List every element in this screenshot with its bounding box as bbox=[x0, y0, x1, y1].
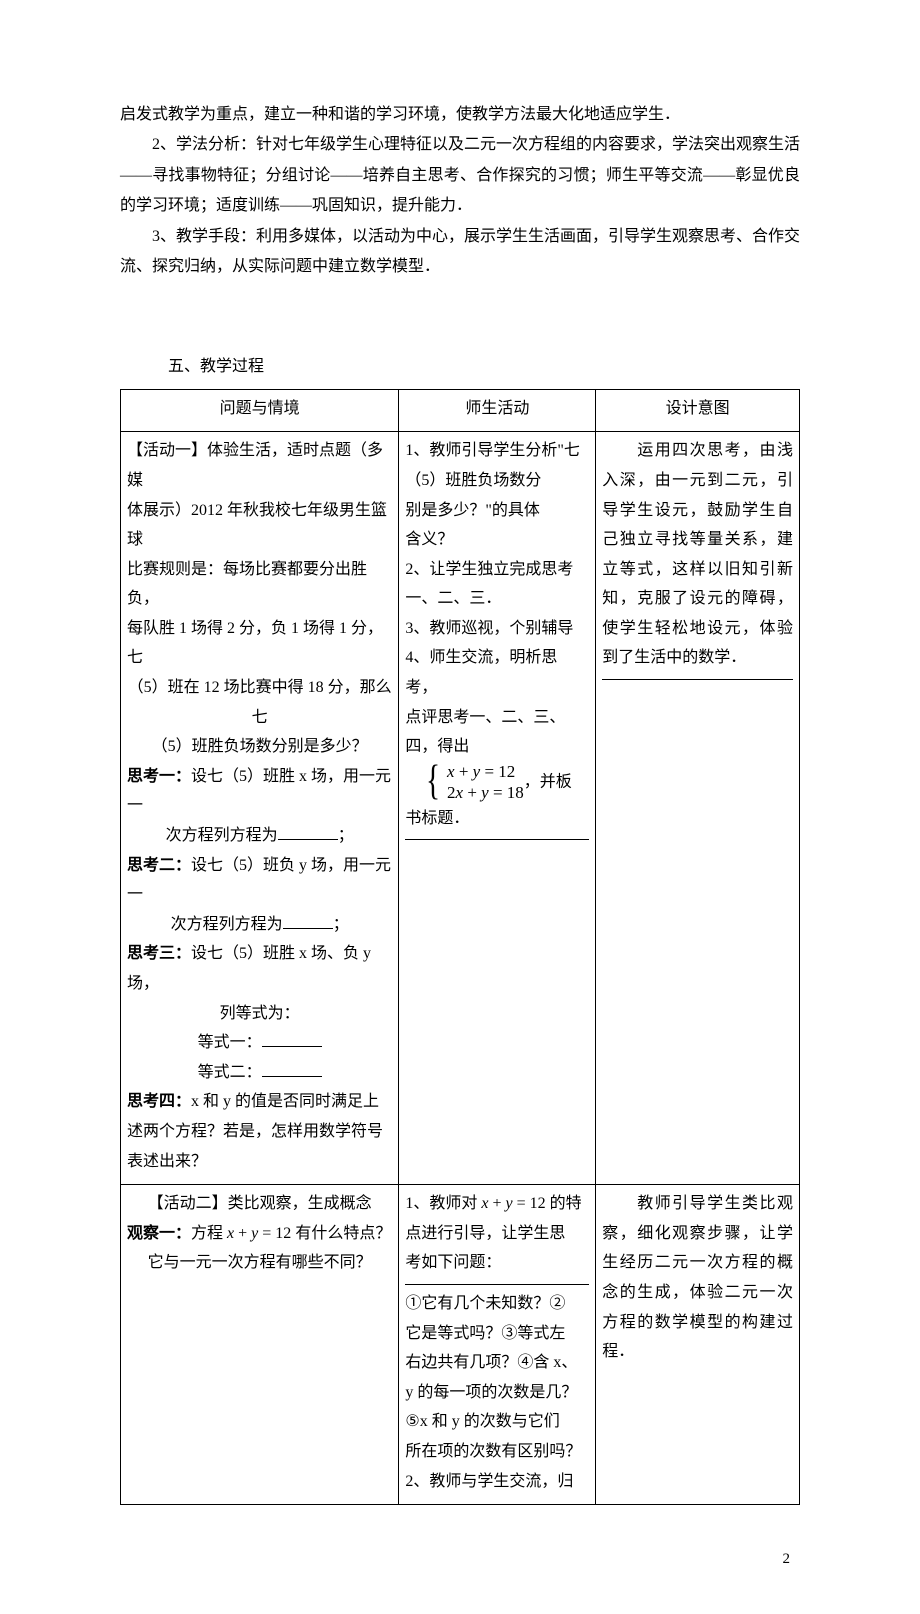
activity1-line-a: 【活动一】体验生活，适时点题（多媒 bbox=[127, 436, 392, 495]
think1-label: 思考一： bbox=[127, 768, 191, 785]
cell-r2c3: 教师引导学生类比观察，细化观察步骤，让学生经历二元一次方程的概念的生成，体验二元… bbox=[596, 1185, 800, 1505]
observe1-eq: x + y = 12 bbox=[227, 1225, 295, 1242]
observe1-label: 观察一： bbox=[127, 1225, 191, 1242]
r2c2-l9: 所在项的次数有区别吗？ bbox=[405, 1437, 589, 1467]
r1c2-l8: 4、师生交流，明析思考， bbox=[405, 643, 589, 702]
r2c2-l5: 它是等式吗？③等式左 bbox=[405, 1319, 589, 1349]
think1-line1: 思考一：设七（5）班胜 x 场，用一元一 bbox=[127, 762, 392, 821]
r1c3-rest: 浅入深，由一元到二元，引导学生设元，鼓励学生自己独立寻找等量关系，建立等式，这样… bbox=[602, 442, 793, 666]
think4-block: 思考四：x 和 y 的值是否同时满足上述两个方程？若是，怎样用数学符号表述出来？ bbox=[127, 1087, 392, 1176]
r2c2-l1: 1、教师对 x + y = 12 的特 bbox=[405, 1189, 589, 1219]
header-col-1: 问题与情境 bbox=[121, 389, 399, 432]
intro-paragraph-1: 启发式教学为重点，建立一种和谐的学习环境，使教学方法最大化地适应学生． bbox=[120, 100, 800, 130]
think4-label: 思考四： bbox=[127, 1093, 191, 1110]
activity1-line-f: （5）班胜负场数分别是多少？ bbox=[127, 732, 392, 762]
r1c2-l9: 点评思考一、二、三、 bbox=[405, 703, 589, 733]
r2c2-l1b: 的特 bbox=[550, 1195, 582, 1212]
blank-3 bbox=[262, 1030, 322, 1047]
r2c3-text: 教师引导学生类比观察，细化观察步骤，让学生经历二元一次方程的概念的生成，体验二元… bbox=[602, 1189, 793, 1367]
r2c2-l3: 考如下问题： bbox=[405, 1248, 589, 1278]
r2c3-rest: 比观察，细化观察步骤，让学生经历二元一次方程的概念的生成，体验二元一次方程的数学… bbox=[602, 1195, 793, 1360]
think1-line2: 次方程列方程为 ； bbox=[127, 821, 392, 851]
cell-r1c2: 1、教师引导学生分析"七 （5）班胜负场数分 别是多少？"的具体 含义？ 2、让… bbox=[399, 432, 596, 1185]
activity1-line-e: （5）班在 12 场比赛中得 18 分，那么七 bbox=[127, 673, 392, 732]
intro-paragraph-3: 3、教学手段：利用多媒体，以活动为中心，展示学生生活画面，引导学生观察思考、合作… bbox=[120, 222, 800, 283]
activity1-line-b: 体展示）2012 年秋我校七年级男生篮球 bbox=[127, 496, 392, 555]
think2-label: 思考二： bbox=[127, 857, 191, 874]
r2c2-l7: y 的每一项的次数是几？ bbox=[405, 1378, 589, 1408]
equation2-label: 等式二： bbox=[198, 1064, 262, 1081]
think1-tail: ； bbox=[338, 827, 354, 844]
r2c2-l6: 右边共有几项？④含 x、 bbox=[405, 1348, 589, 1378]
cell-r1c3: 运用四次思考，由浅入深，由一元到二元，引导学生设元，鼓励学生自己独立寻找等量关系… bbox=[596, 432, 800, 1185]
table-header-row: 问题与情境 师生活动 设计意图 bbox=[121, 389, 800, 432]
think2-tail: ； bbox=[333, 916, 349, 933]
think3-label: 思考三： bbox=[127, 945, 191, 962]
header-col-3: 设计意图 bbox=[596, 389, 800, 432]
r2c3-first: 教师引导学生类 bbox=[602, 1195, 759, 1212]
r1c2-l4: 含义？ bbox=[405, 525, 589, 555]
eq-top: x + y = 12 bbox=[447, 762, 524, 782]
blank-1 bbox=[278, 823, 338, 840]
r1c2-l11: 书标题． bbox=[405, 804, 589, 834]
eq-tail: ，并板 bbox=[524, 774, 572, 791]
observe1-text-a: 方程 bbox=[191, 1225, 223, 1242]
think3-line2: 列等式为： bbox=[127, 999, 392, 1029]
teaching-process-table: 问题与情境 师生活动 设计意图 【活动一】体验生活，适时点题（多媒 体展示）20… bbox=[120, 389, 800, 1505]
blank-2 bbox=[283, 912, 333, 929]
table-row-1: 【活动一】体验生活，适时点题（多媒 体展示）2012 年秋我校七年级男生篮球 比… bbox=[121, 432, 800, 1185]
divider-3 bbox=[405, 1284, 589, 1285]
r2c2-l4: ①它有几个未知数？② bbox=[405, 1289, 589, 1319]
r1c3-text: 运用四次思考，由浅入深，由一元到二元，引导学生设元，鼓励学生自己独立寻找等量关系… bbox=[602, 436, 793, 673]
observe1-line2: 它与一元一次方程有哪些不同？ bbox=[127, 1248, 392, 1278]
r2c2-l8: ⑤x 和 y 的次数与它们 bbox=[405, 1407, 589, 1437]
equation1-label: 等式一： bbox=[198, 1034, 262, 1051]
intro-paragraph-2: 2、学法分析：针对七年级学生心理特征以及二元一次方程组的内容要求，学法突出观察生… bbox=[120, 130, 800, 221]
cell-r2c1: 【活动二】类比观察，生成概念 观察一：方程 x + y = 12 有什么特点？ … bbox=[121, 1185, 399, 1505]
observe1-text-b: 有什么特点？ bbox=[295, 1225, 391, 1242]
header-col-2: 师生活动 bbox=[399, 389, 596, 432]
divider-2 bbox=[602, 679, 793, 680]
r1c2-l1: 1、教师引导学生分析"七 bbox=[405, 436, 589, 466]
cell-r1c1: 【活动一】体验生活，适时点题（多媒 体展示）2012 年秋我校七年级男生篮球 比… bbox=[121, 432, 399, 1185]
think3-line1: 思考三：设七（5）班胜 x 场、负 y 场， bbox=[127, 939, 392, 998]
r2c2-l10: 2、教师与学生交流，归 bbox=[405, 1467, 589, 1497]
activity1-line-c: 比赛规则是：每场比赛都要分出胜负， bbox=[127, 555, 392, 614]
r1c2-l7: 3、教师巡视，个别辅导 bbox=[405, 614, 589, 644]
r2c2-eq: x + y = 12 bbox=[477, 1195, 549, 1212]
r1c2-l5: 2、让学生独立完成思考 bbox=[405, 555, 589, 585]
think1-text-b: 次方程列方程为 bbox=[166, 827, 278, 844]
divider-1 bbox=[405, 839, 589, 840]
r1c3-first: 运用四次思考，由 bbox=[602, 442, 777, 459]
eq-bot: 2x + y = 18 bbox=[447, 783, 524, 803]
page-number: 2 bbox=[120, 1545, 800, 1574]
section-title: 五、教学过程 bbox=[120, 352, 800, 382]
r2c2-l2: 点进行引导，让学生思 bbox=[405, 1219, 589, 1249]
r2c2-l1a: 1、教师对 bbox=[405, 1195, 477, 1212]
activity2-title: 【活动二】类比观察，生成概念 bbox=[127, 1189, 392, 1219]
observe1-line1: 观察一：方程 x + y = 12 有什么特点？ bbox=[127, 1219, 392, 1249]
cell-r2c2: 1、教师对 x + y = 12 的特 点进行引导，让学生思 考如下问题： ①它… bbox=[399, 1185, 596, 1505]
document-page: 启发式教学为重点，建立一种和谐的学习环境，使教学方法最大化地适应学生． 2、学法… bbox=[0, 0, 920, 1614]
r1c2-eq: { x + y = 12 2x + y = 18 ，并板 bbox=[405, 762, 589, 804]
equation1-line: 等式一： bbox=[127, 1028, 392, 1058]
blank-4 bbox=[262, 1060, 322, 1077]
think2-text-b: 次方程列方程为 bbox=[171, 916, 283, 933]
table-row-2: 【活动二】类比观察，生成概念 观察一：方程 x + y = 12 有什么特点？ … bbox=[121, 1185, 800, 1505]
r1c2-l3: 别是多少？"的具体 bbox=[405, 496, 589, 526]
think2-line1: 思考二：设七（5）班负 y 场，用一元一 bbox=[127, 851, 392, 910]
r1c2-l6: 一、二、三． bbox=[405, 584, 589, 614]
activity1-line-d: 每队胜 1 场得 2 分，负 1 场得 1 分，七 bbox=[127, 614, 392, 673]
equation2-line: 等式二： bbox=[127, 1058, 392, 1088]
brace-icon: { bbox=[426, 760, 440, 802]
think2-line2: 次方程列方程为 ； bbox=[127, 910, 392, 940]
r1c2-l2: （5）班胜负场数分 bbox=[405, 466, 589, 496]
